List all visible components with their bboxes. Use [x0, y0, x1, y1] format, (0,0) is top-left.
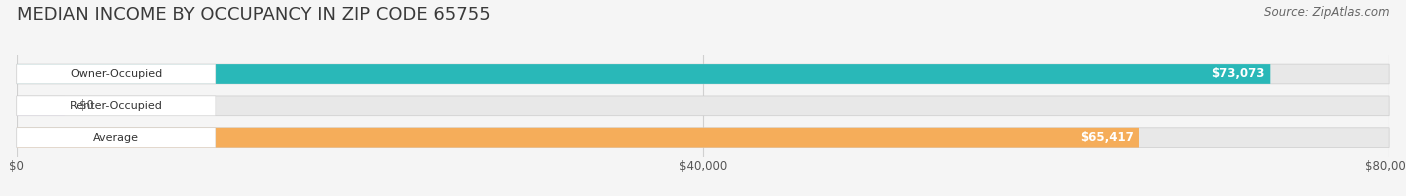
FancyBboxPatch shape	[17, 96, 1389, 116]
FancyBboxPatch shape	[17, 128, 1389, 148]
FancyBboxPatch shape	[17, 128, 1139, 148]
Text: $0: $0	[79, 99, 93, 112]
Text: $73,073: $73,073	[1212, 67, 1265, 81]
Text: Renter-Occupied: Renter-Occupied	[70, 101, 163, 111]
Text: $65,417: $65,417	[1080, 131, 1133, 144]
Text: Average: Average	[93, 133, 139, 143]
FancyBboxPatch shape	[17, 64, 1270, 84]
FancyBboxPatch shape	[17, 64, 217, 84]
FancyBboxPatch shape	[17, 96, 217, 116]
Text: Source: ZipAtlas.com: Source: ZipAtlas.com	[1264, 6, 1389, 19]
FancyBboxPatch shape	[17, 128, 217, 148]
FancyBboxPatch shape	[17, 96, 65, 116]
Text: MEDIAN INCOME BY OCCUPANCY IN ZIP CODE 65755: MEDIAN INCOME BY OCCUPANCY IN ZIP CODE 6…	[17, 6, 491, 24]
FancyBboxPatch shape	[17, 64, 1389, 84]
Text: Owner-Occupied: Owner-Occupied	[70, 69, 163, 79]
